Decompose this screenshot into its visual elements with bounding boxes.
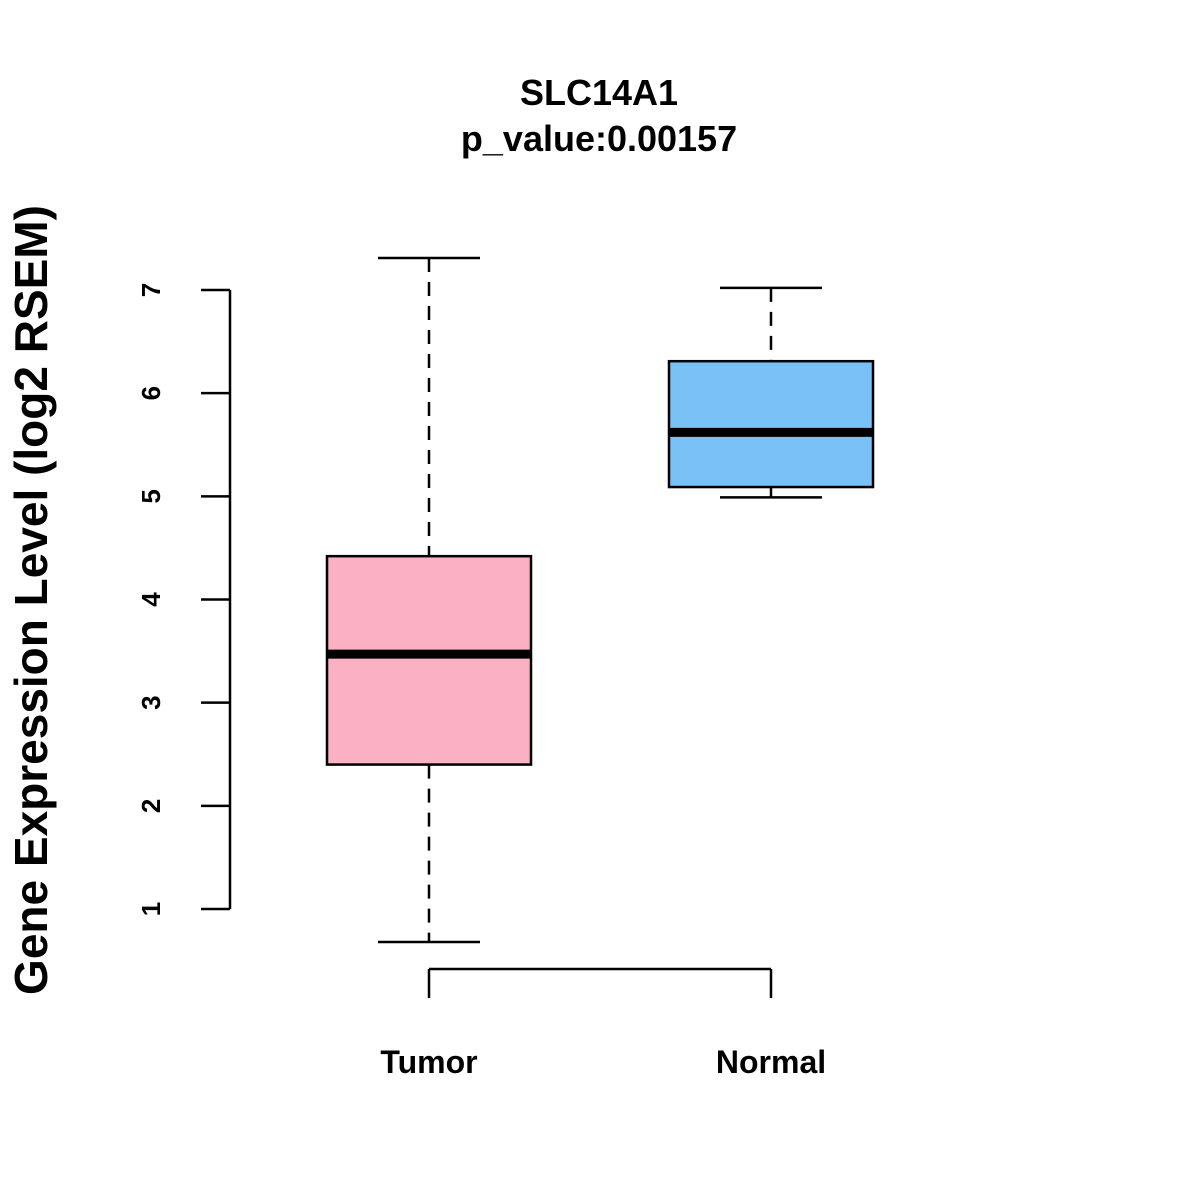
box-tumor <box>325 554 533 766</box>
y-tick-label: 3 <box>136 695 166 709</box>
x-axis: Tumor Normal <box>380 967 826 1080</box>
y-tick-label: 4 <box>136 592 166 607</box>
y-tick-label: 2 <box>136 799 166 813</box>
y-axis-label: Gene Expression Level (log2 RSEM) <box>5 205 57 995</box>
box-group-tumor <box>325 256 533 944</box>
boxes <box>325 256 875 944</box>
chart-subtitle: p_value:0.00157 <box>461 118 737 159</box>
x-tick-label-tumor: Tumor <box>380 1044 477 1080</box>
y-tick-label: 7 <box>136 283 166 297</box>
y-tick-label: 1 <box>136 902 166 916</box>
y-tick-label: 6 <box>136 386 166 400</box>
y-axis: 1 2 3 4 5 6 7 <box>136 283 232 916</box>
y-tick-label: 5 <box>136 489 166 503</box>
box-normal <box>667 359 875 489</box>
chart-title: SLC14A1 <box>520 72 678 113</box>
x-tick-label-normal: Normal <box>716 1044 826 1080</box>
box-group-normal <box>667 286 875 499</box>
